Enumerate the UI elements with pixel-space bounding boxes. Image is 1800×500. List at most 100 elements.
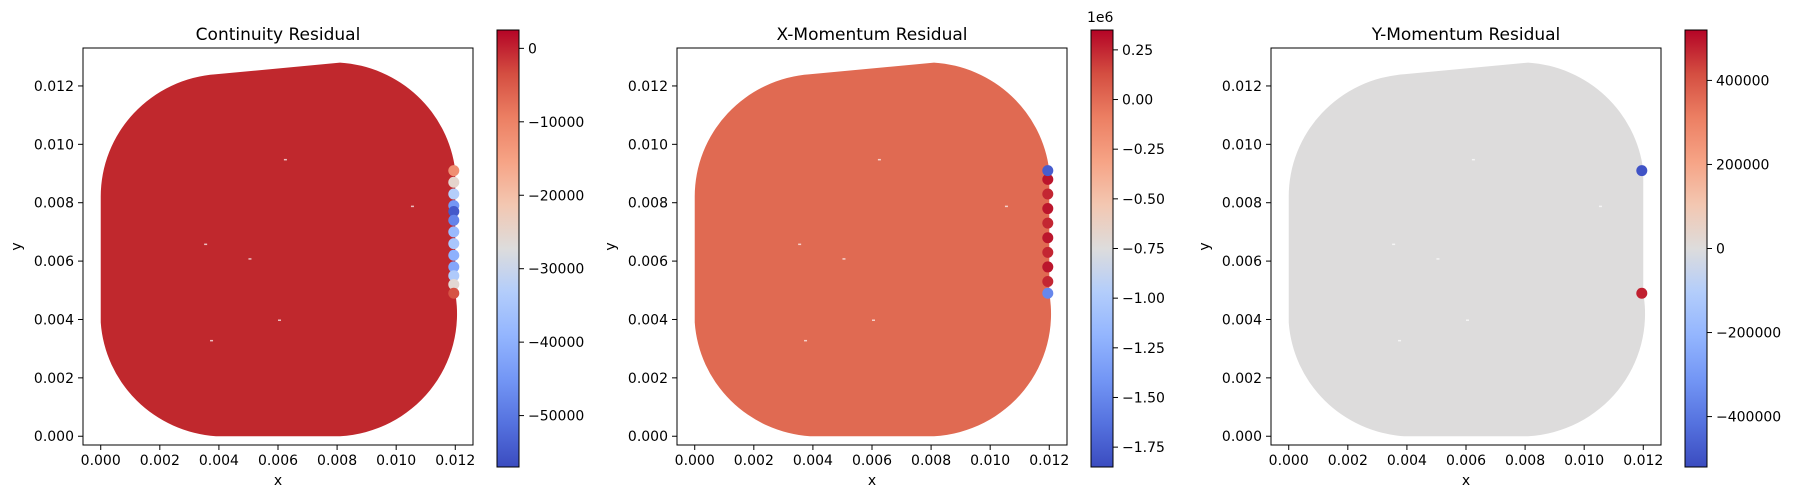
colorbar-tick-label: −20000 [528,188,584,204]
speckle-mark [283,158,287,161]
speckle-mark [248,258,252,260]
y-tick-label: 0.010 [628,137,668,153]
colorbar-tick-label: −400000 [1716,410,1781,426]
scatter-point [1636,287,1648,299]
domain-region [1288,62,1646,437]
scatter-point [1042,232,1054,244]
x-tick-label: 0.000 [675,453,715,469]
domain-region [100,62,458,437]
x-tick-label: 0.010 [1564,453,1604,469]
speckle-mark [804,339,808,342]
y-axis-label: y [9,242,25,250]
y-tick-label: 0.010 [34,137,74,153]
scatter-point [1042,188,1054,200]
colorbar-tick-label: −50000 [528,409,584,425]
scatter-point [448,176,460,188]
x-tick-label: 0.006 [258,453,298,469]
x-tick-label: 0.012 [1623,453,1663,469]
x-tick-label: 0.006 [852,453,892,469]
speckle-mark [1392,243,1396,246]
scatter-point [448,214,460,226]
y-tick-label: 0.008 [34,196,74,212]
y-tick-label: 0.004 [34,312,74,328]
colorbar-offset-label: 1e6 [1087,10,1114,26]
colorbar-tick-label: −1.25 [1122,341,1165,357]
y-tick-label: 0.000 [34,429,74,445]
speckle-mark [842,258,846,260]
x-axis-label: x [274,473,282,489]
speckle-mark [1004,205,1008,208]
y-tick-label: 0.012 [628,79,668,95]
colorbar-tick-label: −1.50 [1122,390,1165,406]
scatter-point [1042,287,1054,299]
y-tick-label: 0.004 [1222,312,1262,328]
x-tick-label: 0.002 [734,453,774,469]
scatter-point [448,270,460,282]
speckle-mark [410,205,414,208]
colorbar-tick-label: −1.75 [1122,440,1165,456]
speckle-mark [1471,158,1475,161]
speckle-mark [872,319,875,321]
colorbar-tick-label: 0.00 [1122,93,1153,109]
colorbar-tick-label: 400000 [1716,73,1769,89]
x-tick-label: 0.012 [1029,453,1069,469]
scatter-point [448,287,460,299]
y-axis-label: y [603,242,619,250]
scatter-point [448,278,460,290]
scatter-point [1042,217,1054,229]
x-axis-label: x [1462,473,1470,489]
panel-2: X-Momentum Residual 0.000 0.002 0.004 0.006 0… [603,10,1165,489]
x-tick-label: 0.004 [199,453,239,469]
colorbar-tick-label: 0 [1716,242,1725,258]
speckle-mark [1598,205,1602,208]
speckle-mark [204,243,208,246]
y-tick-label: 0.000 [1222,429,1262,445]
scatter-point [448,205,460,217]
scatter-point [448,226,460,238]
scatter-point [1042,165,1054,177]
colorbar-tick-label: 200000 [1716,157,1769,173]
x-tick-label: 0.010 [376,453,416,469]
y-tick-label: 0.006 [628,254,668,270]
colorbar-tick-label: −0.75 [1122,242,1165,258]
scatter-point [448,249,460,261]
speckle-mark [1436,258,1440,260]
panel-1: Continuity Residual 0.000 0.002 0.004 0.006 0… [9,25,584,489]
scatter-point [1042,173,1054,185]
y-tick-label: 0.000 [628,429,668,445]
speckle-mark [877,158,881,161]
y-tick-label: 0.004 [628,312,668,328]
colorbar-tick-label: 0 [528,41,537,57]
y-tick-label: 0.010 [1222,137,1262,153]
y-tick-label: 0.006 [34,254,74,270]
colorbar [1684,29,1708,468]
colorbar-tick-label: 0.25 [1122,43,1153,59]
speckle-mark [1398,339,1402,342]
plot-title: Continuity Residual [196,25,361,45]
x-tick-label: 0.000 [1269,453,1309,469]
panel-3: Y-Momentum Residual 0.000 0.002 0.004 0.006 0… [1197,25,1781,489]
scatter-point [448,165,460,177]
colorbar [1090,29,1114,468]
x-tick-label: 0.000 [81,453,121,469]
speckle-mark [278,319,281,321]
x-tick-label: 0.006 [1446,453,1486,469]
scatter-point [448,238,460,250]
plot-title: Y-Momentum Residual [1371,25,1561,45]
speckle-mark [210,339,214,342]
y-axis-label: y [1197,242,1213,250]
x-tick-label: 0.012 [435,453,475,469]
y-tick-label: 0.002 [1222,371,1262,387]
colorbar-tick-label: −200000 [1716,326,1781,342]
x-tick-label: 0.008 [911,453,951,469]
speckle-mark [798,243,802,246]
y-tick-label: 0.002 [628,371,668,387]
domain-region [694,62,1052,437]
x-tick-label: 0.004 [1387,453,1427,469]
colorbar [496,29,520,468]
x-axis-label: x [868,473,876,489]
y-tick-label: 0.008 [1222,196,1262,212]
x-tick-label: 0.002 [1328,453,1368,469]
y-tick-label: 0.002 [34,371,74,387]
